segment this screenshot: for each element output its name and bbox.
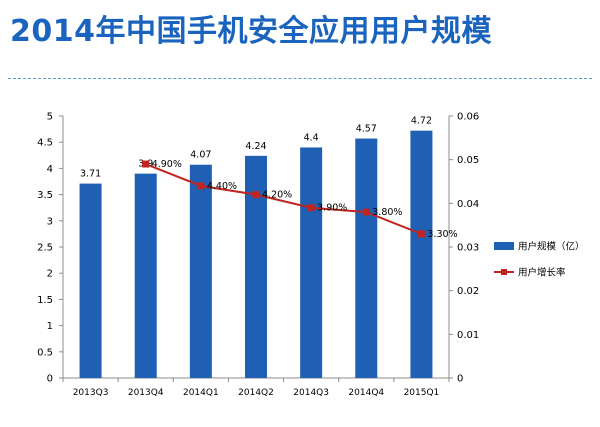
left-tick-label: 3.5: [37, 190, 53, 201]
growth-rate-line: [145, 163, 422, 235]
line-value-label: 4.20%: [262, 190, 292, 201]
line-value-label: 4.90%: [152, 159, 182, 170]
line-marker: [197, 182, 205, 190]
bar-value-label: 4.4: [304, 132, 319, 143]
bar: [410, 130, 433, 378]
bar-value-label: 4.07: [190, 150, 211, 161]
left-tick-label: 0.5: [37, 347, 53, 358]
x-tick-label: 2013Q3: [73, 388, 109, 398]
right-tick-label: 0: [457, 374, 463, 385]
dashed-divider: [8, 78, 592, 79]
legend-line-label: 用户增长率: [518, 267, 566, 279]
line-marker: [362, 208, 370, 216]
bar: [134, 173, 157, 378]
left-tick-label: 3: [47, 216, 53, 227]
left-tick-label: 4: [47, 164, 53, 175]
bar-value-label: 3.71: [80, 169, 101, 180]
bar: [245, 155, 267, 378]
line-marker: [307, 204, 315, 212]
bar-value-label: 4.72: [411, 116, 432, 127]
line-marker: [252, 191, 260, 199]
line-value-label: 4.40%: [207, 181, 237, 192]
bar: [189, 164, 212, 378]
left-tick-label: 1.5: [37, 295, 53, 306]
right-tick-label: 0.03: [457, 243, 479, 254]
line-value-label: 3.80%: [372, 207, 402, 218]
left-tick-label: 2.5: [37, 243, 53, 254]
legend-bar-swatch: [494, 242, 514, 250]
legend-bar-label: 用户规模（亿）: [518, 241, 585, 253]
x-tick-label: 2014Q2: [238, 388, 274, 398]
page-title: 2014年中国手机安全应用用户规模: [10, 14, 492, 49]
right-tick-label: 0.06: [457, 112, 479, 123]
x-tick-label: 2015Q1: [404, 388, 440, 398]
x-tick-label: 2014Q3: [293, 388, 329, 398]
line-marker: [417, 230, 425, 238]
bar: [79, 183, 102, 378]
x-tick-label: 2014Q4: [348, 388, 384, 398]
legend-line-marker: [501, 269, 507, 275]
left-tick-label: 2: [47, 269, 53, 280]
left-tick-label: 1: [47, 321, 53, 332]
bar-value-label: 4.24: [245, 141, 266, 152]
bar: [300, 147, 323, 378]
line-value-label: 3.30%: [427, 229, 457, 240]
x-tick-label: 2014Q1: [183, 388, 219, 398]
line-value-label: 3.90%: [317, 203, 347, 214]
left-tick-label: 4.5: [37, 138, 53, 149]
right-tick-label: 0.04: [457, 199, 479, 210]
right-tick-label: 0.01: [457, 330, 479, 341]
x-tick-label: 2013Q4: [128, 388, 164, 398]
left-tick-label: 5: [47, 112, 53, 123]
right-tick-label: 0.05: [457, 155, 479, 166]
line-marker: [142, 160, 150, 168]
left-tick-label: 0: [47, 374, 53, 385]
right-tick-label: 0.02: [457, 286, 479, 297]
bar: [355, 138, 378, 378]
bar-value-label: 4.57: [356, 124, 377, 135]
